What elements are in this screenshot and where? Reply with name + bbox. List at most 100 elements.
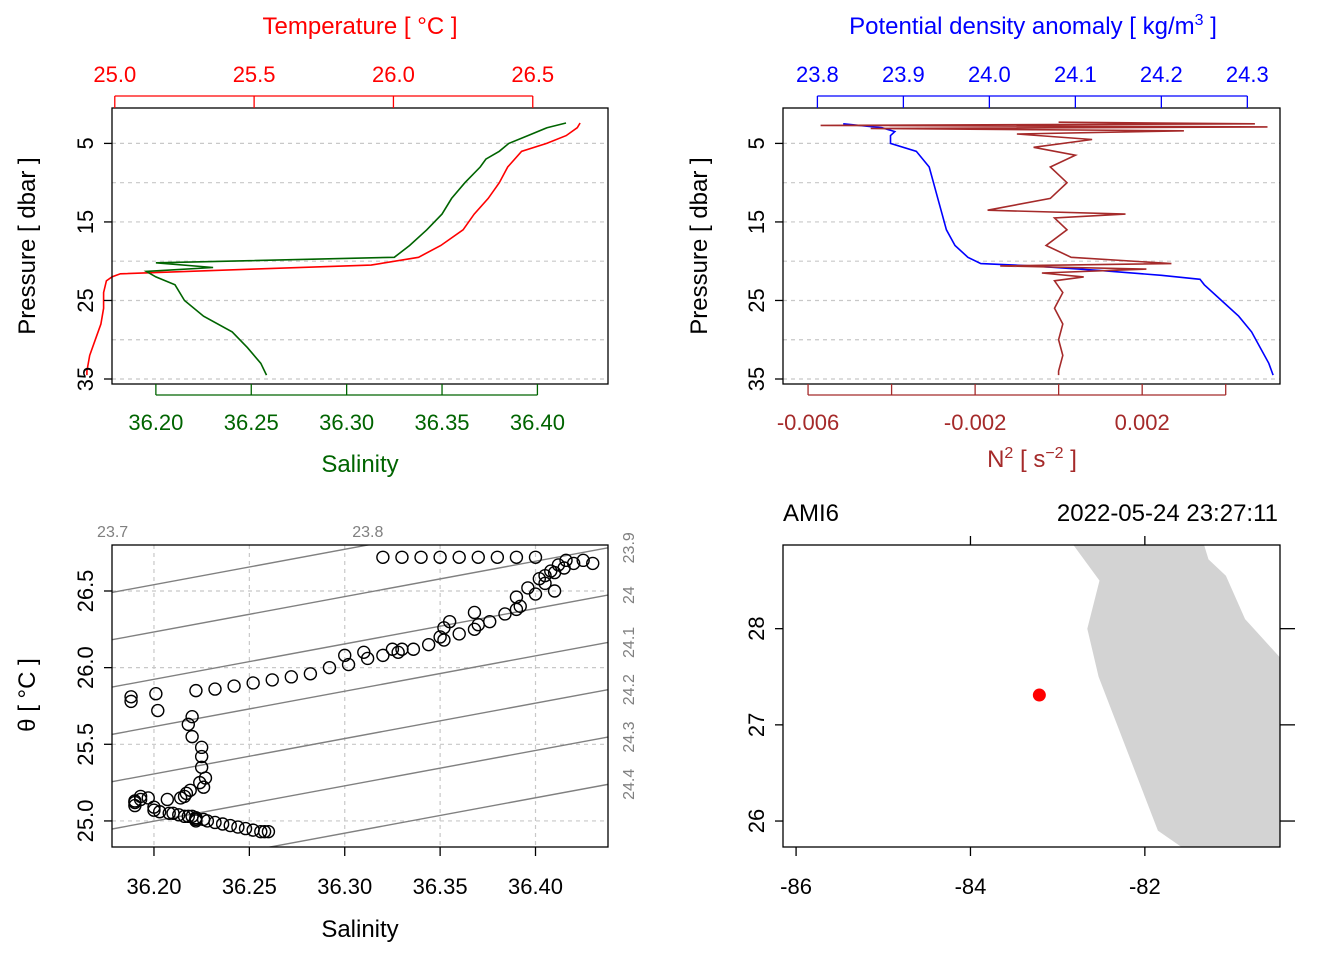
theta-tick-label: 26.5 (73, 570, 98, 613)
salinity-tick-label: 36.35 (413, 874, 468, 899)
cast-timestamp: 2022-05-24 23:27:11 (1057, 500, 1278, 527)
isopycnal-label: 24.2 (621, 674, 638, 705)
ts-point (173, 791, 188, 805)
salinity-tick-label: 36.30 (317, 874, 372, 899)
ts-point (322, 660, 337, 675)
isopycnal-label: 24.4 (621, 769, 638, 800)
ts-point (414, 550, 428, 564)
longitude-tick-label: -86 (780, 874, 812, 899)
ts-point (261, 824, 276, 839)
ts-point (189, 683, 203, 698)
ts-point (376, 648, 390, 663)
ts-point (194, 749, 209, 764)
ts-point (227, 679, 241, 693)
plot-frame (111, 544, 609, 848)
pressure-axis-title: Pressure [ dbar ] (14, 157, 41, 334)
panel-ts-profile: Temperature [ °C ] Salinity Pressure [ d… (14, 13, 609, 478)
ts-point (303, 667, 318, 681)
ts-point (566, 556, 581, 571)
temperature-profile-line (86, 122, 581, 376)
temperature-tick-label: 25.5 (233, 62, 276, 87)
ts-point (467, 622, 482, 637)
n2-profile-line (820, 121, 1268, 376)
ts-point (185, 729, 199, 744)
latitude-tick-label: 27 (744, 713, 769, 737)
ts-point (509, 602, 524, 617)
ts-point (341, 657, 356, 672)
latitude-tick-label: 28 (744, 616, 769, 640)
pressure-axis-title-2: Pressure [ dbar ] (686, 157, 713, 334)
station-name: AMI6 (783, 500, 839, 527)
ts-point (200, 814, 215, 828)
isopycnal-line (112, 547, 608, 641)
temperature-tick-label: 26.0 (372, 62, 415, 87)
isopycnal-line (266, 783, 608, 847)
ts-point (238, 821, 253, 836)
isopycnal-line (112, 594, 608, 688)
pressure-tick-label: 15 (73, 210, 98, 234)
ts-point (152, 805, 167, 819)
ts-point (521, 581, 535, 595)
ts-point (208, 682, 222, 696)
salinity-profile-line (143, 122, 567, 376)
density-tick-label: 24.2 (1140, 62, 1183, 87)
isopycnal-label: 24.3 (621, 721, 638, 752)
temperature-tick-label: 25.0 (93, 62, 136, 87)
ts-point (509, 550, 524, 564)
ts-point (185, 709, 199, 724)
ts-point (509, 590, 524, 604)
ts-point (559, 553, 573, 568)
pressure-tick-label: 35 (744, 367, 769, 391)
pressure-tick-label: 15 (744, 210, 769, 234)
salinity-tick-label: 36.40 (508, 874, 563, 899)
salinity-tick-label: 36.25 (224, 410, 279, 435)
station-marker (1032, 688, 1046, 702)
salinity-tick-label: 36.40 (510, 410, 565, 435)
ts-point (284, 670, 299, 684)
ts-point (172, 808, 186, 822)
ts-point (223, 818, 237, 833)
ts-point (551, 558, 566, 572)
longitude-tick-label: -82 (1129, 874, 1161, 899)
salinity-tick-label: 36.30 (319, 410, 374, 435)
ts-point (141, 791, 155, 805)
isopycnal-label: 24 (621, 586, 638, 604)
ts-point (433, 630, 447, 644)
temperature-axis-title: Temperature [ °C ] (263, 13, 458, 40)
salinity-tick-label: 36.25 (222, 874, 277, 899)
panel-map: AMI6 2022-05-24 23:27:11 -86 -84 -82 26 27 28 (744, 500, 1295, 899)
theta-tick-label: 25.5 (73, 723, 98, 766)
density-tick-label: 24.3 (1226, 62, 1269, 87)
pressure-tick-label: 25 (73, 288, 98, 312)
panel-ts-diagram: Salinity θ [ °C ] 23.7 23.8 23.9 24 24.1 24.2… (14, 524, 638, 943)
density-axis-title: Potential density anomaly [ kg/m3 ] (849, 12, 1217, 40)
theta-tick-label: 26.0 (73, 646, 98, 689)
isopycnal-line (112, 641, 608, 736)
ts-point (215, 817, 230, 831)
ts-point (147, 803, 161, 817)
n2-tick-label: -0.002 (944, 410, 1006, 435)
ts-point (437, 633, 451, 647)
pressure-tick-label: 35 (73, 367, 98, 391)
ts-point (151, 703, 165, 718)
isopycnal-line (112, 545, 372, 594)
ts-point (181, 809, 196, 824)
ts-point (452, 550, 466, 564)
ts-point (395, 642, 409, 656)
ts-point (208, 815, 222, 830)
salinity-tick-label: 36.20 (128, 410, 183, 435)
n2-tick-label: 0.002 (1115, 410, 1170, 435)
ts-point (162, 806, 176, 820)
plot-frame (782, 544, 1281, 848)
pressure-tick-label: 5 (744, 137, 769, 149)
ts-point (160, 792, 175, 807)
salinity-tick-label: 36.20 (126, 874, 181, 899)
ts-point (395, 550, 409, 564)
land-polygon (1073, 545, 1280, 847)
ts-point (433, 550, 447, 564)
ts-point (193, 775, 207, 790)
theta-axis-title: θ [ °C ] (14, 658, 41, 732)
ts-point (133, 792, 148, 807)
theta-tick-label: 25.0 (73, 800, 98, 843)
ts-point (194, 740, 209, 755)
